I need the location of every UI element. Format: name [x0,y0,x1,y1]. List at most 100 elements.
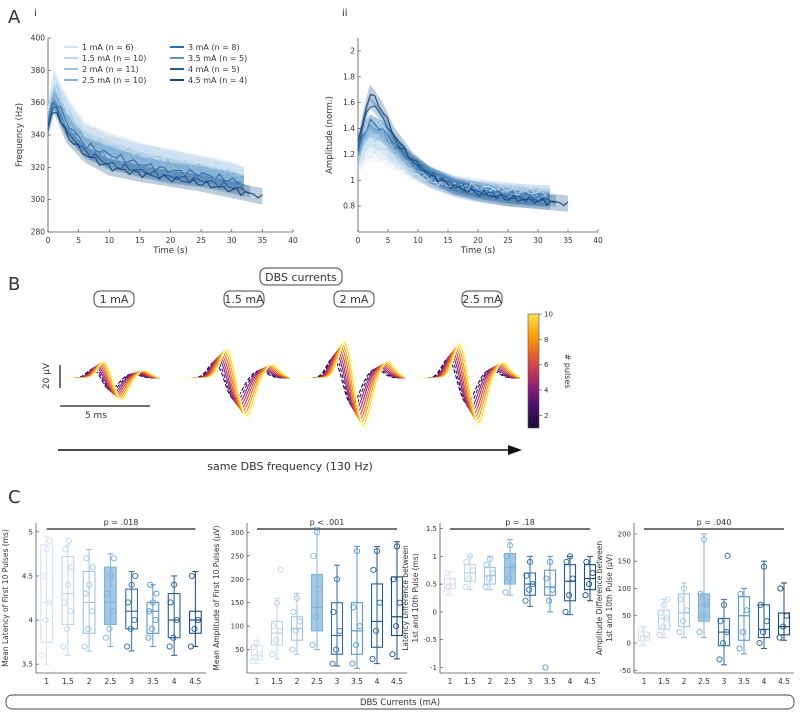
data-point [148,625,156,632]
data-point [760,563,768,570]
legend-label: 1 mA (n = 6) [82,43,134,52]
y-tick-label: 320 [31,163,46,172]
data-point [562,608,569,615]
y-axis-label: Amplitude (norm.) [325,96,335,174]
series-line [47,84,241,177]
box [188,610,202,634]
x-tick-label: 2.5 [698,677,710,686]
current-legend: 1 mA (n = 6) 1.5 mA (n = 10) 2 mA (n = 11)… [64,43,247,85]
y-tick-label: 150 [618,558,631,566]
box [250,645,264,661]
chart-mean-latency: 3.5 4 4.5 5 1 1.5 2 2.5 3 3.5 4 4.5 Mean Latency of … [1,518,206,686]
data-point [146,608,153,615]
box [330,602,344,655]
y-tick-label: 300 [231,529,244,537]
data-point [369,655,376,662]
data-point [290,609,297,616]
data-point [393,543,401,550]
data-point [566,592,573,599]
waveform-group [180,347,291,419]
series-line [357,93,569,207]
data-point [195,617,202,624]
data-point [46,599,53,606]
data-point [389,651,396,658]
data-point [170,634,177,641]
series-line [47,111,263,199]
data-point [393,623,400,630]
data-point [289,646,296,653]
y-tick-label: 200 [231,576,244,584]
box [125,588,139,630]
pulse-trace [415,341,521,426]
y-axis-label: Mean Latency of First 10 Pulses (ms) [1,529,10,667]
x-tick-label: 3 [722,677,727,686]
data-point [89,564,96,571]
x-tick-label: 1.5 [658,677,670,686]
data-point [62,546,69,553]
data-point [149,599,156,606]
box [583,564,597,591]
series-band [358,135,550,202]
data-point [249,658,256,665]
data-point [720,639,727,647]
x-tick-label: 4 [568,677,573,686]
box [350,602,364,655]
data-point [509,564,516,571]
data-point [132,572,139,579]
x-tick-label: 2.5 [504,677,516,686]
data-point [370,566,377,573]
data-point [586,581,593,588]
x-tick-label: 15 [443,236,453,245]
data-point [703,601,710,608]
box [167,593,181,639]
x-axis-label: Time (s) [460,246,496,256]
x-tick-label: 3.5 [544,677,556,686]
data-point [356,623,363,630]
pulse-trace [415,346,521,421]
data-point [660,623,667,630]
data-point [124,599,132,606]
y-axis-label: Latency Difference between [401,545,410,651]
data-point [442,589,449,596]
colorbar-rect [527,313,540,429]
data-point [353,548,361,555]
x-tick-label: 4.5 [584,677,596,686]
data-point [273,599,281,606]
x-tick-label: 30 [227,236,237,245]
data-point [88,608,95,615]
legend-label: 1.5 mA (n = 10) [82,54,146,63]
data-point [333,646,340,653]
data-point [173,617,180,624]
data-point [449,578,456,585]
data-point [526,586,533,593]
colorbar-tick-label: 6 [544,361,549,369]
scale-bars: 20 µV 5 ms [42,362,150,421]
waveforms [62,340,521,429]
data-point [483,561,490,568]
data-point [68,564,75,571]
chart-amplitude-difference: -50 0 50 100 150 200 1 1.5 2 2.5 3 3.5 4 4.5 Amplitude… [595,518,794,686]
series-band [358,148,550,197]
pulse-trace [300,357,405,406]
data-point [67,608,74,615]
box [543,569,557,596]
colorbar-tick-label: 8 [544,336,548,344]
legend-label: 4 mA (n = 5) [188,65,240,74]
data-point [63,625,71,632]
data-point [757,601,764,608]
data-point [390,576,397,583]
data-point [396,599,403,606]
data-point [506,575,513,582]
box [563,564,577,602]
arrow-label: same DBS frequency (130 Hz) [207,460,373,473]
data-point [720,601,728,608]
data-point [724,552,731,559]
y-tick-label: 1.6 [343,98,355,107]
data-point [188,572,195,579]
data-point [191,625,198,632]
x-tick-label: 1 [448,677,453,686]
data-point [637,626,644,633]
data-point [542,664,549,671]
data-point [656,631,663,638]
data-point [636,639,643,647]
